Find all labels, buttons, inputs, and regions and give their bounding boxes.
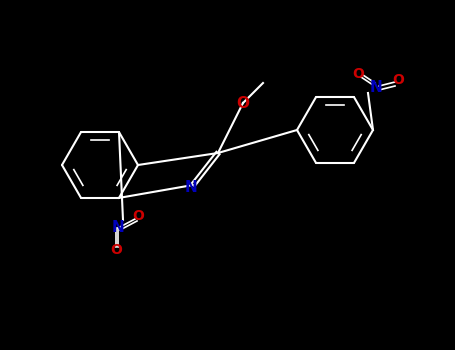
Text: N: N [111,220,124,236]
Text: O: O [352,67,364,81]
Text: O: O [132,209,144,223]
Text: N: N [369,80,382,96]
Text: O: O [237,96,249,111]
Text: O: O [110,243,122,257]
Text: O: O [392,73,404,87]
Text: N: N [185,180,197,195]
